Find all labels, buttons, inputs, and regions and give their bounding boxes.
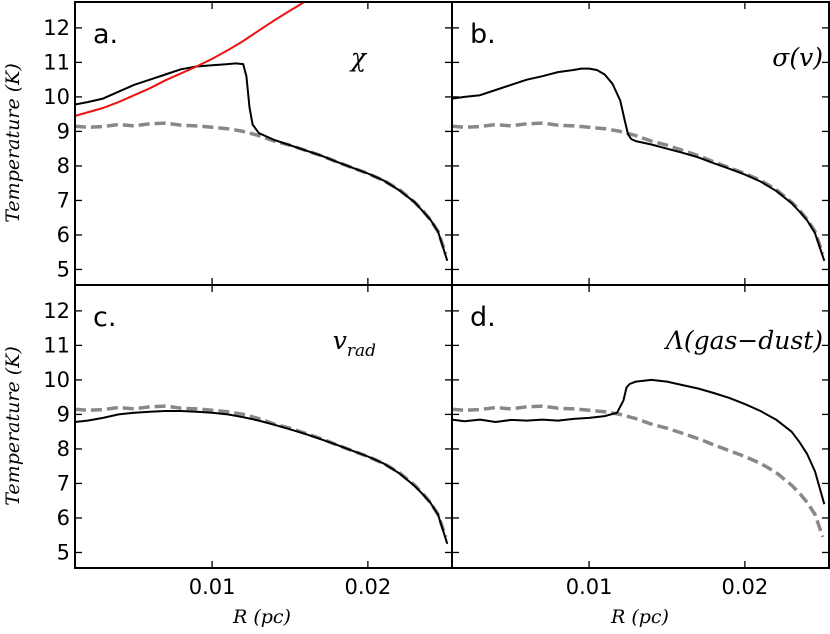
- panel-letter: c.: [93, 302, 116, 333]
- model-line: [452, 67, 826, 262]
- panel-frame: [74, 1, 453, 286]
- model-line: [75, 410, 449, 545]
- model-line: [75, 62, 449, 262]
- panel-b: b. σ(v): [451, 1, 830, 286]
- chi-red-line: [75, 2, 307, 117]
- panel-c: 5 6 7 8 9 10 11 12 0.01 0.02 c. vrad: [43, 284, 453, 599]
- panel-letter: a.: [93, 19, 118, 50]
- x-tick-label: 0.01: [189, 575, 236, 599]
- panel-title: vrad: [333, 326, 376, 361]
- x-tick-label: 0.01: [566, 575, 613, 599]
- y-tick-label: 7: [57, 471, 70, 495]
- y-tick-label: 5: [57, 257, 70, 281]
- panel-d: 0.01 0.02 d. Λ(gas−dust): [451, 284, 830, 599]
- panel-frame: [451, 284, 830, 569]
- y-tick-label: 6: [57, 506, 70, 530]
- x-tick-label: 0.02: [344, 575, 391, 599]
- y-tick-label: 8: [57, 154, 70, 178]
- plot-area: [75, 404, 449, 545]
- x-axis-label-right: R (pc): [610, 606, 669, 628]
- panel-frame: [74, 284, 453, 569]
- x-axis-label-left: R (pc): [232, 606, 291, 628]
- y-tick-label: 9: [57, 402, 70, 426]
- y-tick-label: 8: [57, 437, 70, 461]
- reference-dashed-line: [452, 404, 825, 538]
- y-tick-label: 11: [43, 50, 70, 74]
- y-tick-label: 9: [57, 119, 70, 143]
- y-tick-label: 6: [57, 223, 70, 247]
- plot-area: [75, 2, 449, 262]
- panel-title: χ: [349, 43, 368, 72]
- panel-letter: d.: [470, 302, 496, 333]
- reference-dashed-line: [75, 121, 448, 255]
- panel-title: Λ(gas−dust): [664, 326, 823, 355]
- panels-layer: 5 6 7 8 9 10 11 12 a. χ b. σ(v) 5 6 7 8 9 10 11 12 0.01 0.02 c…: [43, 1, 830, 599]
- y-tick-label: 10: [43, 368, 70, 392]
- reference-dashed-line: [452, 121, 825, 255]
- y-axis-label-bottom: Temperature (K): [2, 346, 24, 506]
- reference-dashed-line: [75, 404, 448, 538]
- panel-a: 5 6 7 8 9 10 11 12 a. χ: [43, 1, 453, 286]
- plot-area: [452, 378, 826, 538]
- x-tick-label: 0.02: [721, 575, 768, 599]
- y-axis-label-top: Temperature (K): [2, 63, 24, 223]
- model-line: [452, 378, 826, 505]
- y-tick-label: 7: [57, 188, 70, 212]
- plot-area: [452, 67, 826, 262]
- y-tick-label: 11: [43, 333, 70, 357]
- panel-letter: b.: [470, 19, 496, 50]
- y-tick-label: 10: [43, 85, 70, 109]
- y-tick-label: 12: [43, 299, 70, 323]
- y-tick-label: 12: [43, 16, 70, 40]
- panel-title: σ(v): [772, 43, 823, 72]
- y-tick-label: 5: [57, 540, 70, 564]
